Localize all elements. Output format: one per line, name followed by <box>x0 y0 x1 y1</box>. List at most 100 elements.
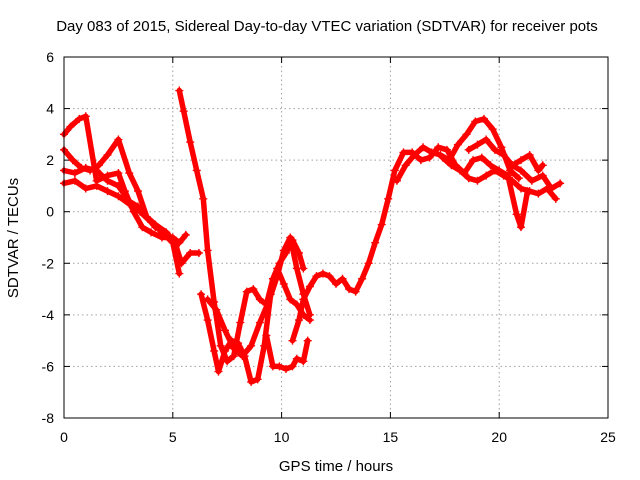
data-point <box>255 295 264 304</box>
data-point <box>471 117 480 126</box>
data-point <box>332 279 340 288</box>
data-point <box>338 274 347 283</box>
data-point <box>168 238 177 247</box>
data-point <box>238 352 247 361</box>
data-point <box>157 228 166 237</box>
data-point <box>114 181 123 190</box>
data-point <box>512 210 521 219</box>
data-point <box>351 287 360 296</box>
data-point <box>70 169 79 178</box>
data-point <box>66 122 75 131</box>
data-point <box>477 153 486 162</box>
data-point <box>499 150 508 159</box>
data-point <box>318 269 327 278</box>
y-tick-label: 2 <box>46 152 54 168</box>
data-point <box>192 166 201 175</box>
x-tick-label: 5 <box>169 429 177 445</box>
data-point <box>295 316 304 325</box>
data-point <box>103 176 112 185</box>
data-point <box>68 156 77 165</box>
data-point <box>538 161 547 170</box>
data-point <box>479 114 488 123</box>
data-point <box>242 287 251 296</box>
data-point <box>514 174 523 183</box>
y-tick-label: -2 <box>42 255 55 271</box>
series-track-6 <box>198 265 313 385</box>
data-point <box>221 326 230 335</box>
data-point <box>508 176 517 185</box>
data-point <box>81 163 90 172</box>
y-tick-label: 6 <box>46 49 54 65</box>
data-point <box>70 176 79 185</box>
data-point <box>234 339 243 348</box>
data-point <box>534 189 543 198</box>
data-point <box>497 143 506 152</box>
data-point <box>516 223 525 232</box>
data-point <box>114 192 123 201</box>
data-point <box>229 344 238 353</box>
data-point <box>490 145 499 154</box>
data-point <box>216 341 225 350</box>
data-point <box>288 336 297 345</box>
data-point <box>275 362 284 371</box>
data-point <box>358 274 367 283</box>
data-point <box>506 166 515 175</box>
data-series <box>60 86 565 386</box>
data-point <box>286 295 295 304</box>
x-tick-label: 10 <box>274 429 290 445</box>
data-point <box>447 161 456 170</box>
data-point <box>103 187 112 196</box>
plot-frame <box>63 56 609 419</box>
data-point <box>556 179 565 188</box>
data-point <box>399 148 408 157</box>
series-track-4 <box>61 165 159 230</box>
data-point <box>125 197 134 206</box>
x-tick-label: 0 <box>60 429 68 445</box>
data-point <box>94 161 103 170</box>
y-tick-label: 4 <box>46 101 54 117</box>
data-point <box>345 285 354 294</box>
data-point <box>456 166 465 175</box>
data-point <box>114 169 123 178</box>
data-point <box>151 223 160 232</box>
data-point <box>175 86 184 95</box>
data-point <box>442 145 451 154</box>
series-track-9 <box>289 144 531 344</box>
data-point <box>210 346 219 355</box>
series-track-1 <box>61 113 189 246</box>
data-point <box>114 135 123 144</box>
data-point <box>81 184 90 193</box>
data-point <box>186 248 195 257</box>
data-point <box>469 156 478 165</box>
series-track-3 <box>61 178 183 277</box>
data-point <box>464 145 473 154</box>
data-point <box>247 377 256 386</box>
data-point <box>364 259 373 268</box>
data-point <box>203 316 212 325</box>
data-point <box>525 150 534 159</box>
data-point <box>186 138 195 147</box>
data-point <box>286 233 295 242</box>
data-point <box>281 365 290 374</box>
data-point <box>279 246 288 255</box>
data-point <box>103 150 112 159</box>
data-point <box>194 248 203 257</box>
data-point <box>516 156 525 165</box>
data-point <box>197 290 206 299</box>
data-point <box>464 174 473 183</box>
data-point <box>212 305 221 314</box>
data-point <box>527 176 536 185</box>
data-point <box>181 230 190 239</box>
data-point <box>392 176 401 185</box>
data-point <box>292 354 301 363</box>
data-point <box>203 295 212 304</box>
x-axis-label: GPS time / hours <box>279 458 393 475</box>
data-point <box>221 346 230 355</box>
data-point <box>538 171 547 180</box>
data-point <box>179 107 188 116</box>
data-point <box>438 153 447 162</box>
data-point <box>203 246 212 255</box>
data-point <box>482 171 491 180</box>
data-point <box>247 341 256 350</box>
data-point <box>325 272 334 281</box>
